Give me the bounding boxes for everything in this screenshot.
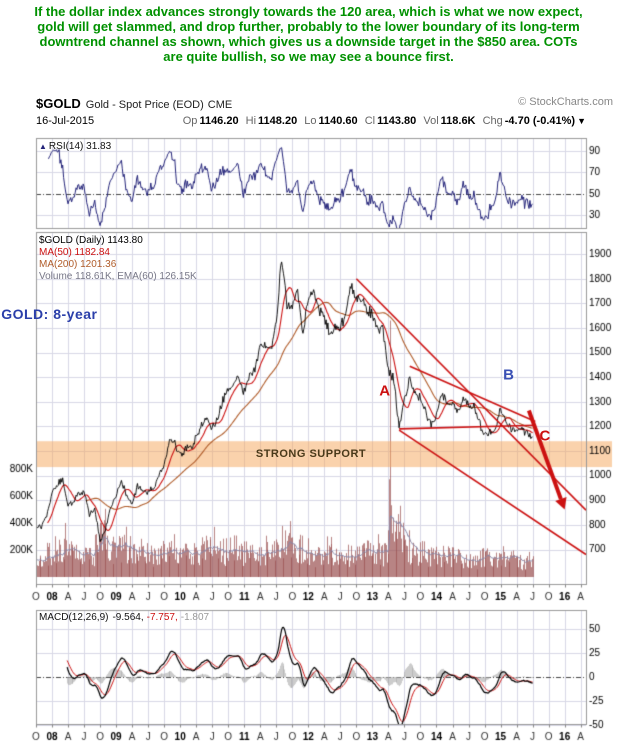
ma50-legend: MA(50) 1182.84 — [39, 247, 110, 258]
indicator-icon: ▲ — [39, 142, 47, 151]
price-legend: $GOLD (Daily) 1143.80 — [39, 235, 143, 246]
volume-label: Vol — [423, 115, 439, 127]
copyright-label: © StockCharts.com — [518, 96, 613, 108]
close-label: Cl — [364, 115, 376, 127]
macd-hist-value: -1.807 — [180, 612, 210, 623]
high-label: Hi — [245, 115, 257, 127]
open-label: Op — [182, 115, 198, 127]
ma200-legend: MA(200) 1201.36 — [39, 259, 117, 270]
macd-value: -9.564, — [112, 612, 144, 623]
chart-header: $GOLD Gold - Spot Price (EOD) CME © StockC… — [36, 96, 613, 113]
commentary-note: If the dollar index advances strongly to… — [34, 4, 583, 64]
high-value: 1148.20 — [258, 115, 298, 127]
ticker-description: Gold - Spot Price (EOD) — [85, 99, 204, 111]
change-down-arrow-icon: ▼ — [577, 116, 586, 126]
chart-date: 16-Jul-2015 — [36, 115, 95, 127]
macd-signal-value: -7.757, — [146, 612, 178, 623]
volume-legend: Volume 118.61K, EMA(60) 126.15K — [39, 271, 197, 282]
change-value: -4.70 (-0.41%) — [504, 115, 576, 127]
low-value: 1140.60 — [318, 115, 358, 127]
close-value: 1143.80 — [377, 115, 417, 127]
annotation-letter-b: B — [503, 366, 514, 384]
strong-support-label: STRONG SUPPORT — [255, 448, 367, 461]
rsi-legend: ▲ RSI(14) 31.83 — [39, 141, 111, 152]
annotation-letter-c: C — [539, 427, 551, 445]
ticker-symbol: $GOLD — [36, 96, 81, 111]
quote-row: 16-Jul-2015 Op 1146.20 Hi 1148.20 Lo 1140.6… — [36, 115, 586, 127]
chart-period-label: GOLD: 8-year — [1, 306, 98, 323]
annotation-letter-a: A — [379, 382, 391, 400]
rsi-legend-name: RSI(14) — [48, 141, 84, 152]
macd-legend-name: MACD(12,26,9) — [39, 612, 109, 623]
change-label: Chg — [482, 115, 503, 127]
low-label: Lo — [304, 115, 317, 127]
macd-legend: MACD(12,26,9) -9.564, -7.757, -1.807 — [39, 612, 209, 623]
ohlc-quote-strip: Op 1146.20 Hi 1148.20 Lo 1140.60 Cl 1143.80 … — [179, 115, 586, 127]
open-value: 1146.20 — [199, 115, 239, 127]
rsi-legend-value: 31.83 — [86, 141, 112, 152]
volume-value: 118.6K — [440, 115, 476, 127]
ticker-exchange: CME — [207, 99, 233, 111]
